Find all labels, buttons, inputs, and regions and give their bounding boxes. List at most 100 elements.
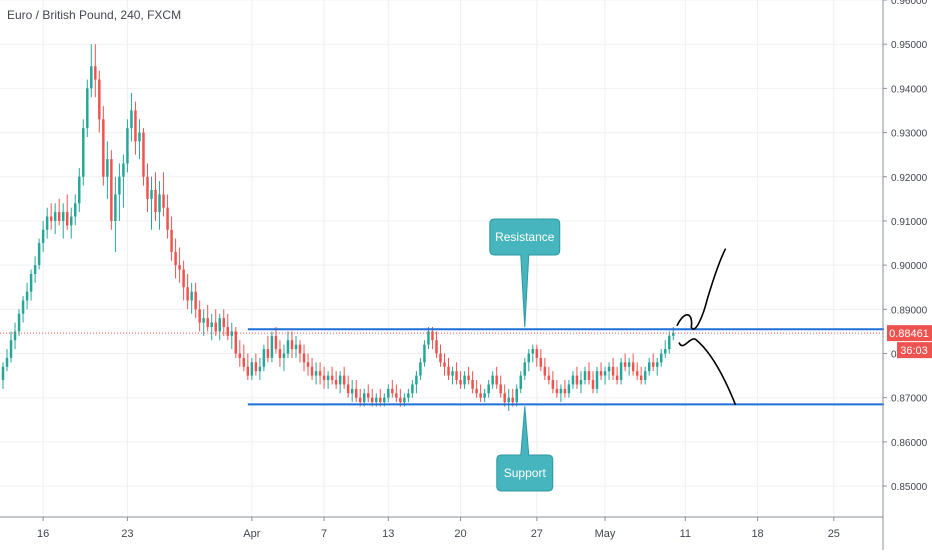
candle-body xyxy=(668,335,671,350)
candle-body xyxy=(130,110,133,129)
support-callout-label: Support xyxy=(504,466,547,480)
candle-body xyxy=(326,375,330,381)
candle-body xyxy=(290,340,294,350)
candle-body xyxy=(282,353,286,358)
candle-body xyxy=(487,384,490,394)
candle-body xyxy=(90,66,93,89)
candle-body xyxy=(186,287,189,301)
candle-body xyxy=(310,366,314,376)
candle-body xyxy=(194,291,197,310)
candle-body xyxy=(531,349,535,354)
x-tick-label: Apr xyxy=(243,528,260,540)
callouts: Resistance Support xyxy=(489,218,561,492)
candle-body xyxy=(354,388,358,398)
candle-body xyxy=(639,375,643,381)
x-tick-label: 11 xyxy=(680,528,691,540)
candle-body xyxy=(603,371,607,376)
candle-body xyxy=(672,333,675,336)
candle-body xyxy=(138,132,141,142)
candle-body xyxy=(13,331,17,341)
candle-body xyxy=(515,388,518,403)
candle-body xyxy=(53,212,57,221)
candle-body xyxy=(379,397,382,403)
candle-body xyxy=(366,393,370,398)
candle-body xyxy=(664,349,667,354)
candle-body xyxy=(350,388,354,394)
candle-body xyxy=(250,362,254,376)
candle-body xyxy=(635,371,639,376)
y-tick-label: 0.89000 xyxy=(891,305,928,316)
x-tick-label: 20 xyxy=(454,528,466,540)
candle-body xyxy=(298,344,302,354)
countdown-tag xyxy=(897,342,932,359)
candle-body xyxy=(555,388,559,394)
candle-body xyxy=(25,291,29,301)
candle-body xyxy=(262,349,266,367)
candle-body xyxy=(238,353,242,358)
candle-body xyxy=(158,194,161,213)
candle-body xyxy=(346,384,350,394)
candle-body xyxy=(611,366,615,376)
candle-body xyxy=(57,212,61,221)
candle-body xyxy=(583,371,587,381)
candle-body xyxy=(619,362,623,381)
candle-body xyxy=(391,388,394,394)
candle-body xyxy=(342,375,346,385)
candle-body xyxy=(543,366,547,376)
candle-body xyxy=(419,362,422,376)
candle-body xyxy=(178,265,181,270)
x-tick-label: 16 xyxy=(37,528,49,540)
candle-body xyxy=(102,119,105,177)
candle-body xyxy=(234,331,238,354)
candle-body xyxy=(17,313,21,332)
candle-body xyxy=(226,326,230,336)
candle-body xyxy=(431,331,434,341)
y-tick-label: 0.85000 xyxy=(891,482,928,493)
candle-body xyxy=(483,393,486,398)
candle-body xyxy=(415,375,418,385)
candle-body xyxy=(575,375,579,385)
y-tick-label: 0.92000 xyxy=(891,173,928,184)
candle-body xyxy=(106,159,109,177)
candle-body xyxy=(29,273,33,292)
candle-body xyxy=(246,366,250,376)
candle-body xyxy=(214,322,217,332)
candle-body xyxy=(631,362,635,372)
candle-body xyxy=(78,176,81,204)
candle-body xyxy=(166,207,169,230)
y-tick-label: 0.91000 xyxy=(891,217,928,228)
candle-body xyxy=(647,362,651,372)
candle-body xyxy=(330,375,334,381)
candle-body xyxy=(322,375,326,381)
candle-body xyxy=(358,397,362,403)
candle-body xyxy=(535,349,539,358)
candle-body xyxy=(270,335,274,358)
candle-body xyxy=(45,216,49,230)
candle-body xyxy=(427,331,430,345)
x-tick-label: 23 xyxy=(121,528,133,540)
candle-body xyxy=(126,128,129,164)
candle-body xyxy=(579,380,583,385)
candle-body xyxy=(362,393,366,403)
candle-body xyxy=(334,380,338,385)
candle-body xyxy=(162,194,165,208)
candle-body xyxy=(154,190,157,213)
candle-body xyxy=(507,397,510,403)
bullish-projection-line xyxy=(676,248,727,330)
candle-body xyxy=(82,128,85,177)
candle-body xyxy=(210,322,213,327)
grid xyxy=(0,0,883,517)
candle-body xyxy=(455,371,458,381)
candle-body xyxy=(655,362,659,367)
candle-body xyxy=(383,397,386,403)
candle-body xyxy=(495,375,498,385)
candle-body xyxy=(587,371,591,381)
candle-body xyxy=(170,229,173,252)
candle-body xyxy=(306,362,310,367)
candle-body xyxy=(74,203,77,217)
candle-body xyxy=(451,371,454,376)
candle-body xyxy=(242,357,246,367)
last-price-tag xyxy=(887,325,932,342)
